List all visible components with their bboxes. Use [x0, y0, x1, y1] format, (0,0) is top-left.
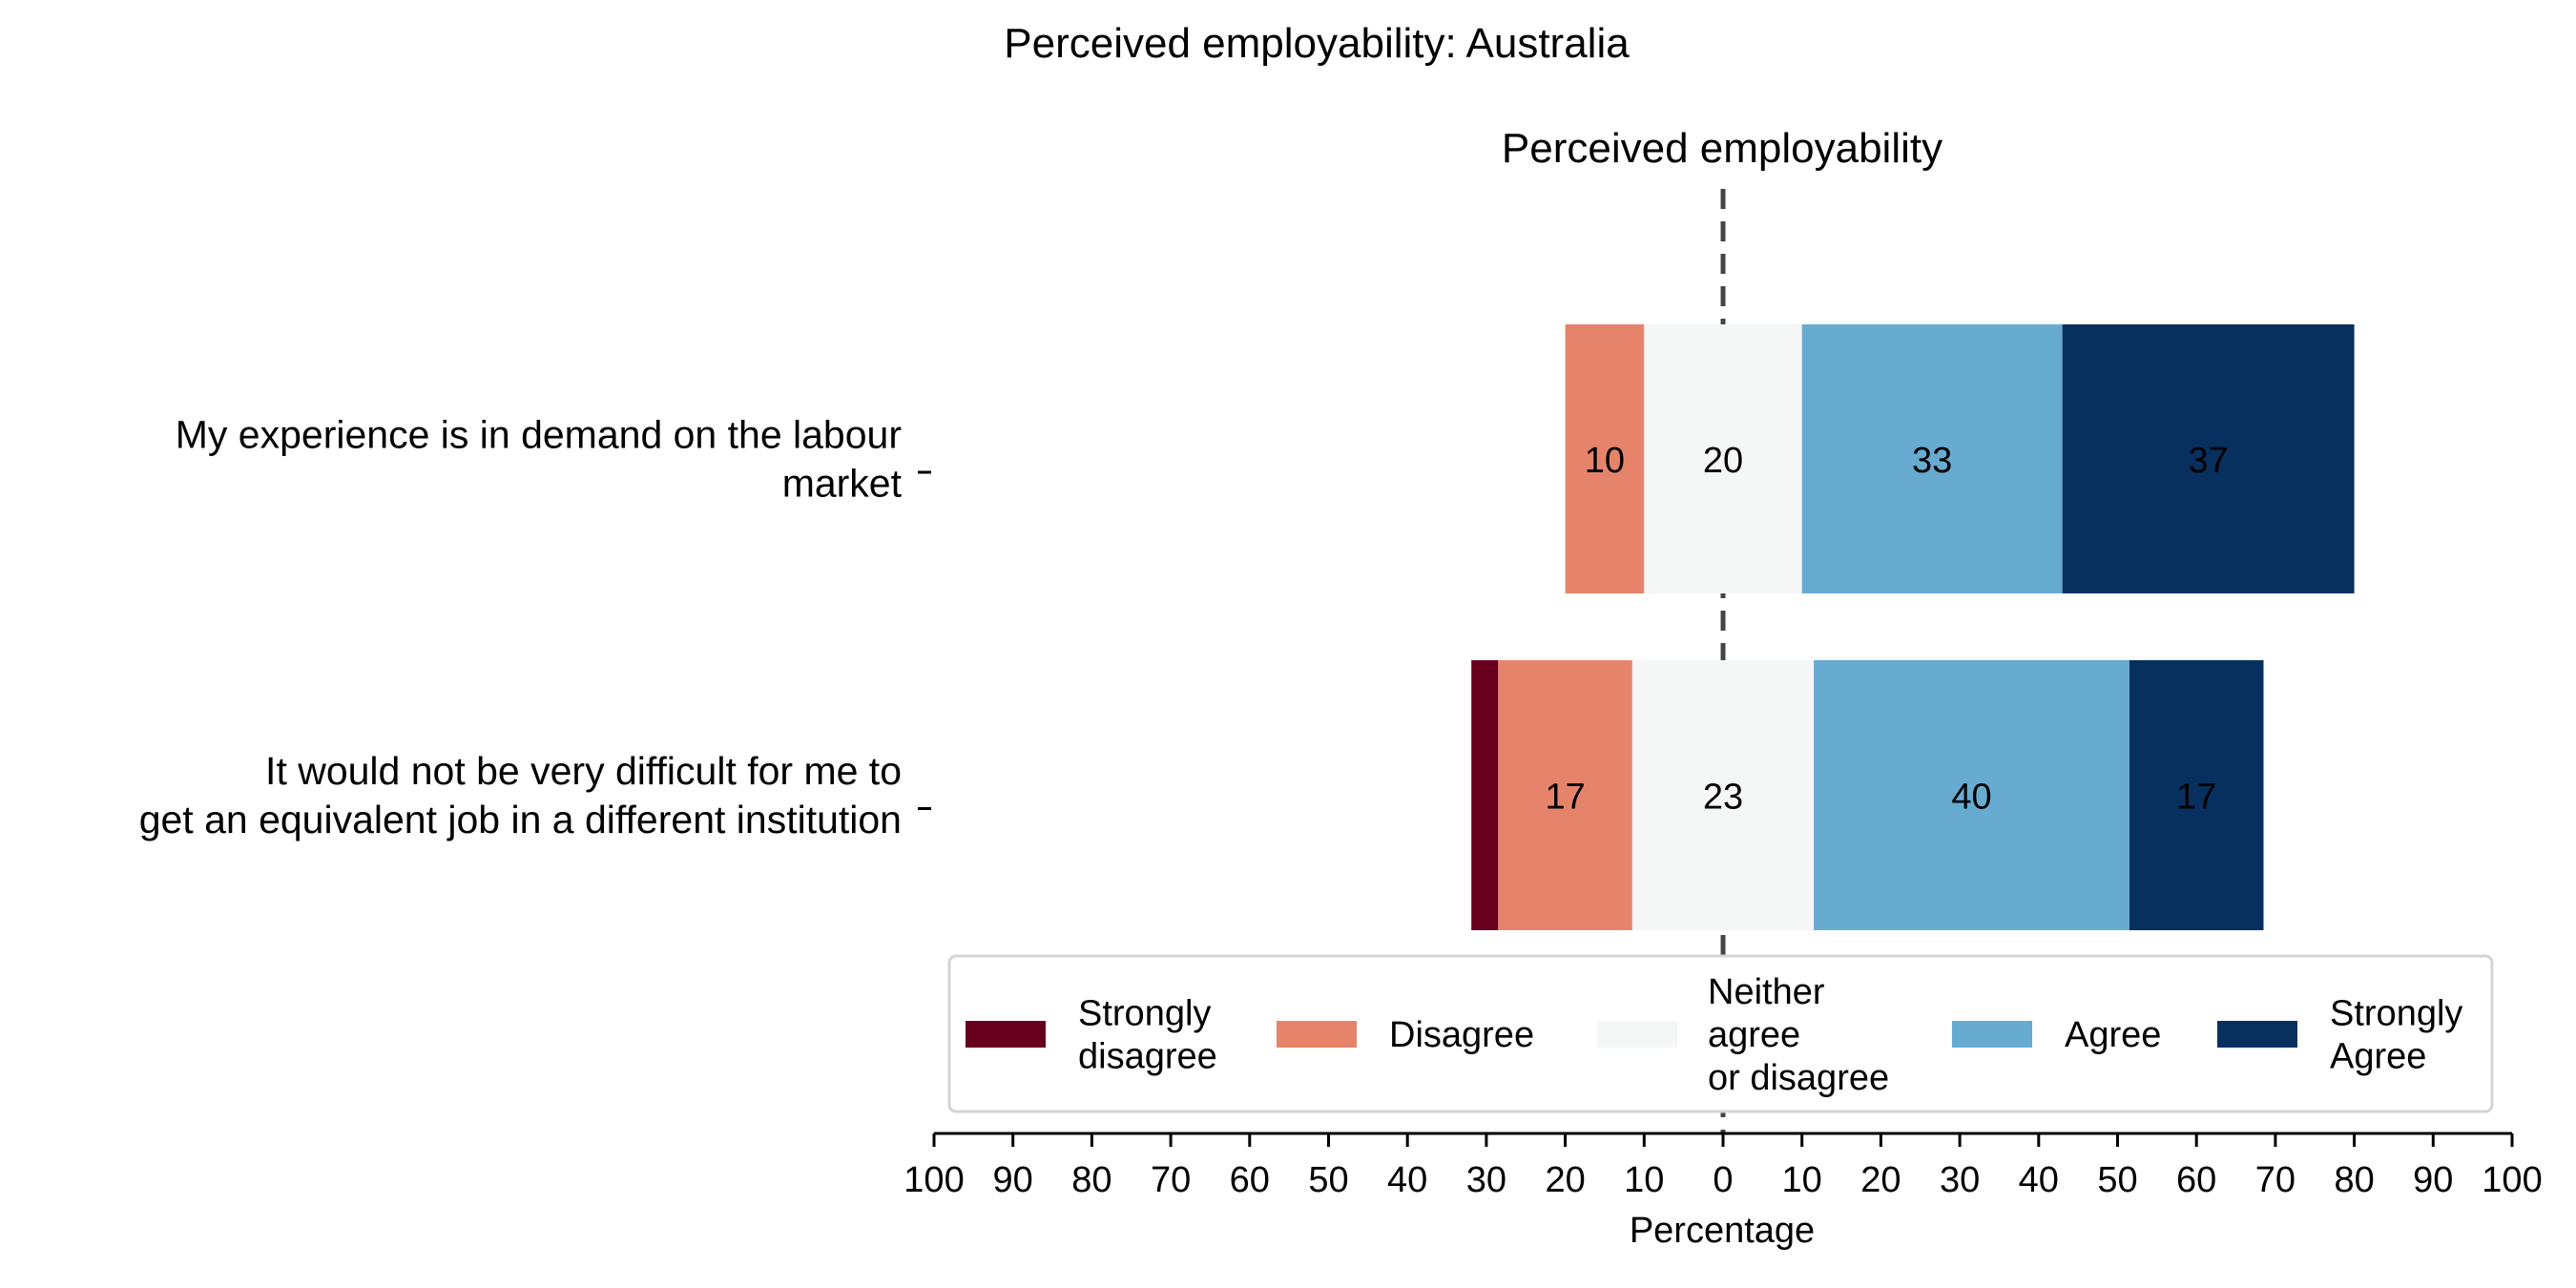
bar-segment	[1814, 660, 2129, 930]
legend-swatch	[1597, 1021, 1677, 1048]
bar-segment	[2062, 324, 2355, 593]
legend-label: Disagree	[1389, 1015, 1534, 1055]
category-label: It would not be very difficult for me to…	[139, 749, 902, 841]
bar-segment	[1631, 660, 1815, 930]
legend-label: Neither agree or disagree	[1708, 972, 1889, 1098]
x-tick-label: 10	[1782, 1160, 1822, 1200]
chart-subtitle: Perceived employability	[1502, 125, 1942, 172]
x-tick-label: 40	[1387, 1160, 1427, 1200]
x-tick-label: 10	[1624, 1160, 1664, 1200]
x-tick-label: 70	[1151, 1160, 1191, 1200]
category-label: My experience is in demand on the labour…	[176, 413, 903, 506]
legend-label: Strongly Agree	[2330, 994, 2462, 1077]
x-tick-label: 80	[2334, 1160, 2374, 1200]
bar-segment	[1565, 324, 1645, 593]
x-axis: 100 90 80 70 60 50 40 30 20 10 0 10 20 30 40 50 60 70 80 90…	[904, 1132, 2543, 1200]
bar-segment	[1644, 324, 1802, 593]
x-tick-label: 20	[1545, 1160, 1585, 1200]
x-tick-label: 40	[2019, 1160, 2059, 1200]
bar-value-label: 20	[1703, 441, 1743, 481]
bar-value-label: 17	[1545, 778, 1585, 818]
legend: Strongly disagree Disagree Neither agree or d…	[947, 954, 2494, 1113]
legend-swatch	[966, 1021, 1046, 1048]
x-tick-label: 100	[2482, 1160, 2542, 1200]
x-tick-label: 90	[2413, 1160, 2453, 1200]
x-tick-label: 60	[2176, 1160, 2216, 1200]
x-tick-label: 80	[1071, 1160, 1111, 1200]
bar-value-label: 37	[2188, 441, 2228, 481]
x-tick-label: 60	[1230, 1160, 1270, 1200]
x-tick-label: 90	[993, 1160, 1033, 1200]
legend-label: Strongly disagree	[1078, 994, 1217, 1077]
bar-segment	[2129, 660, 2264, 930]
x-axis-label: Percentage	[1630, 1211, 1815, 1251]
x-tick-label: 30	[1466, 1160, 1506, 1200]
legend-swatch	[1952, 1021, 2032, 1048]
legend-label: Agree	[2065, 1015, 2161, 1055]
legend-swatch	[2217, 1021, 2297, 1048]
bar-value-label: 40	[1951, 778, 1991, 818]
legend-box	[947, 954, 2494, 1113]
x-tick-label: 0	[1713, 1160, 1733, 1200]
bar-value-label: 17	[2176, 778, 2216, 818]
x-tick-label: 50	[1308, 1160, 1348, 1200]
chart-title: Perceived employability: Australia	[1004, 20, 1630, 67]
x-tick-label: 100	[904, 1160, 964, 1200]
x-tick-label: 70	[2255, 1160, 2296, 1200]
x-tick-label: 50	[2097, 1160, 2137, 1200]
bar-segment	[1801, 324, 2063, 593]
bar-value-label: 33	[1912, 441, 1952, 481]
bar-segment	[1471, 660, 1499, 930]
bar-value-label: 10	[1585, 441, 1625, 481]
legend-swatch	[1277, 1021, 1357, 1048]
x-tick-label: 30	[1940, 1160, 1980, 1200]
bar-value-label: 23	[1703, 778, 1743, 818]
bar-segment	[1498, 660, 1632, 930]
x-tick-label: 20	[1860, 1160, 1901, 1200]
plot-area: 10 20 33 37 My experience is in demand on th…	[139, 189, 2355, 1133]
